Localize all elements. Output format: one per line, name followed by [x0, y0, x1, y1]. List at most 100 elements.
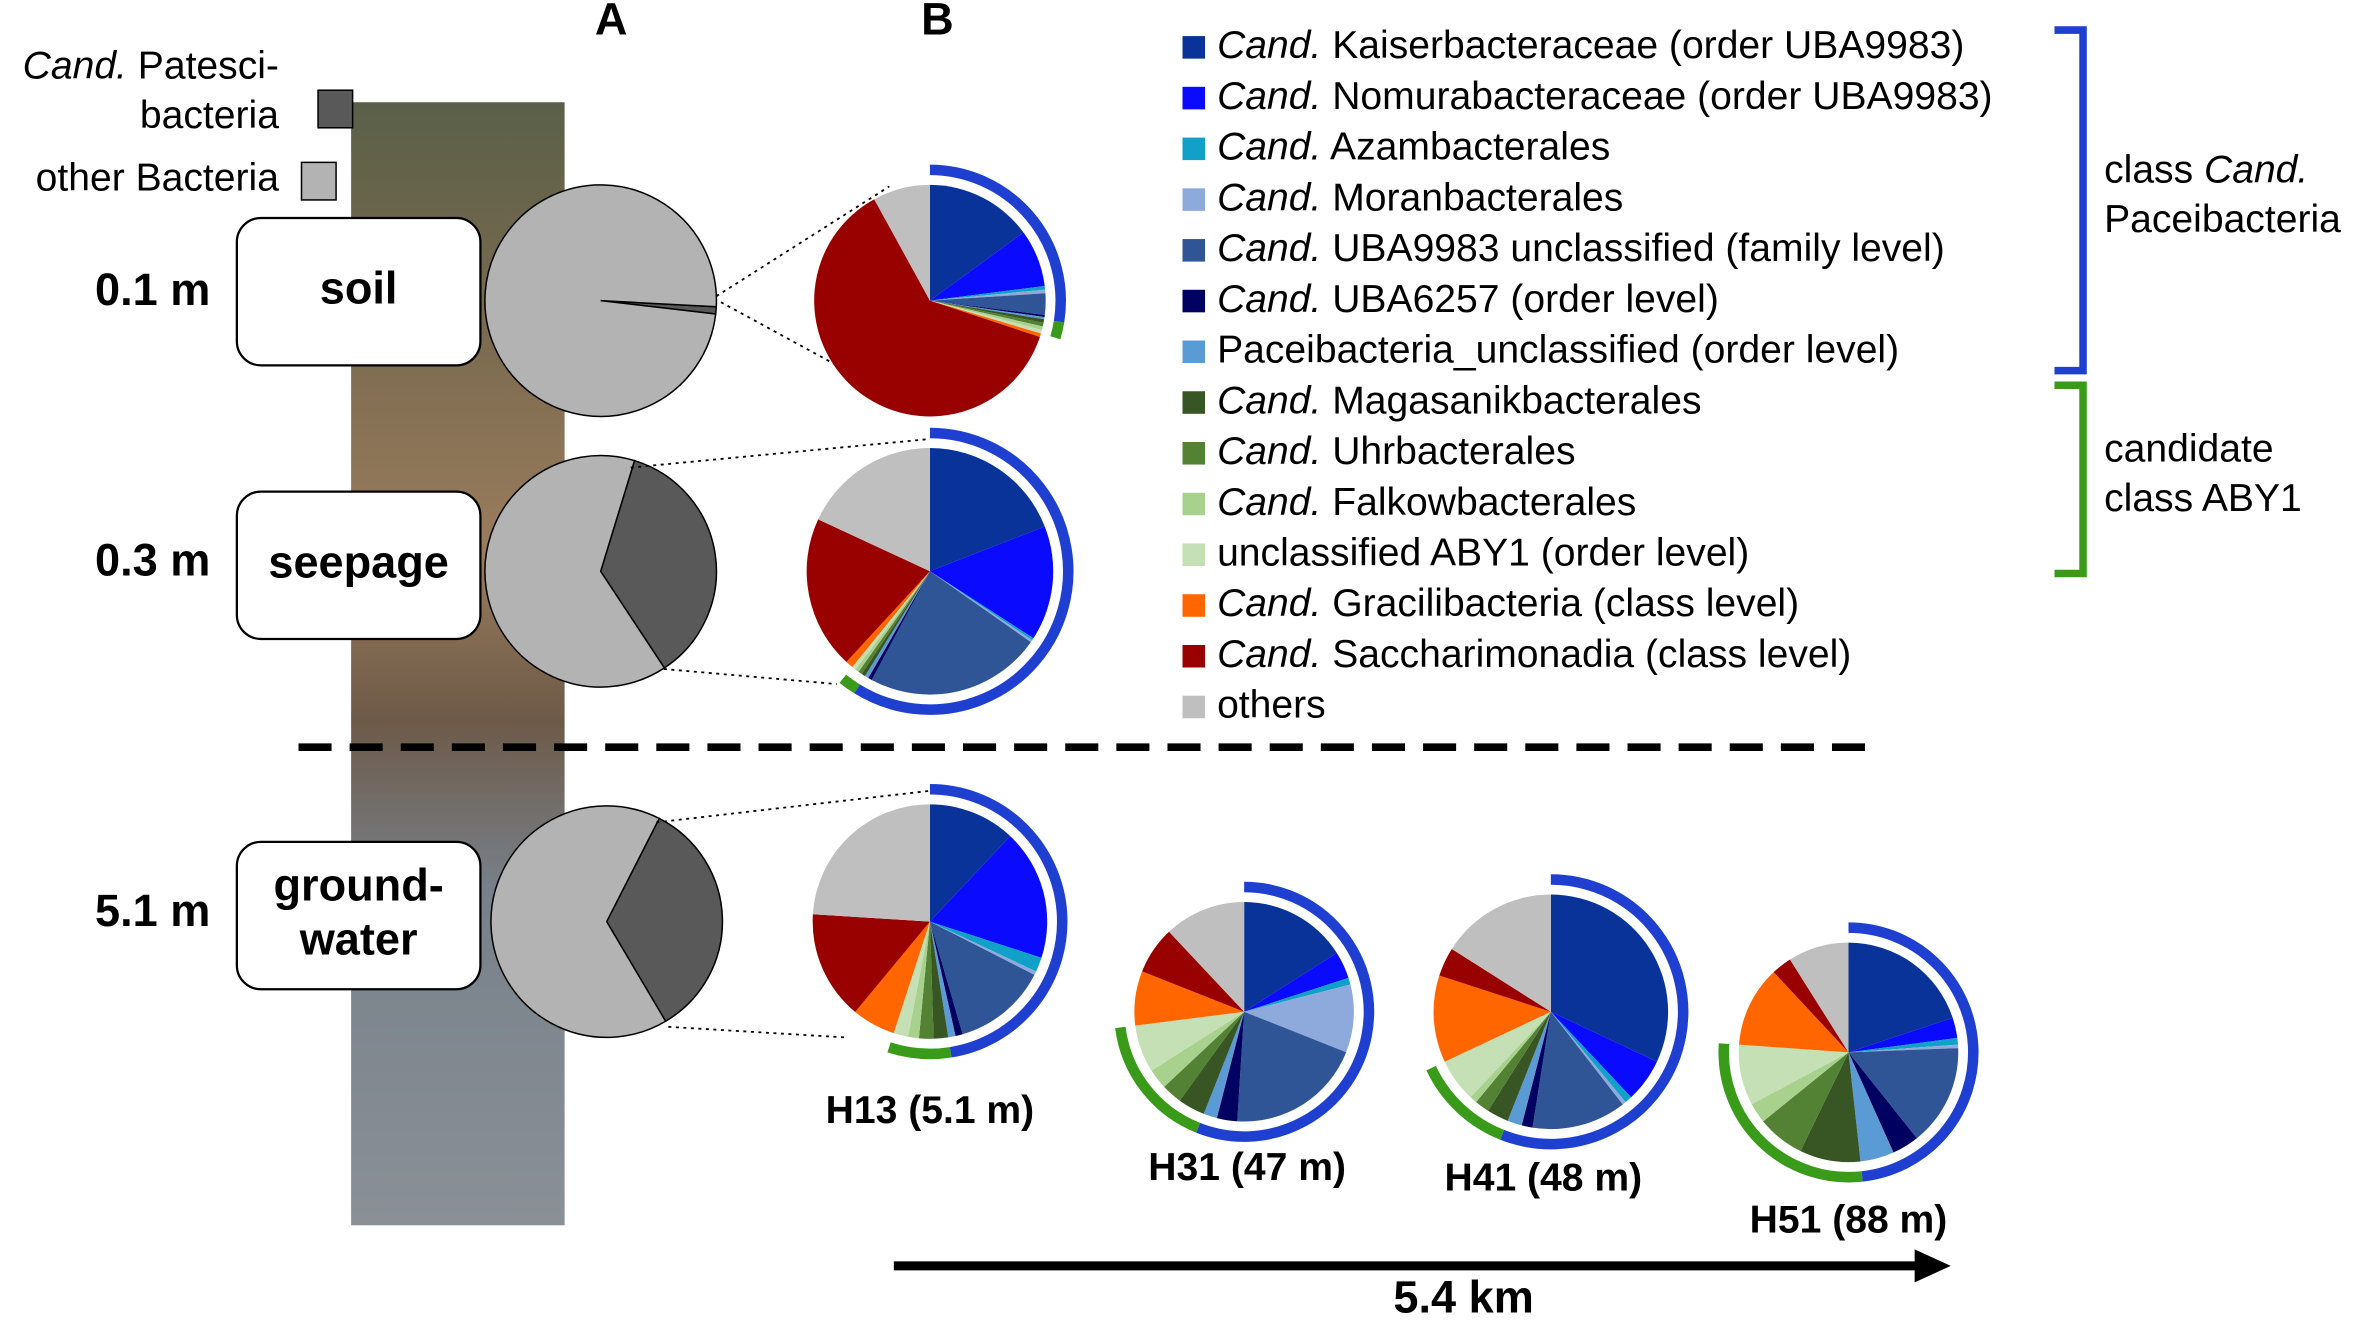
legend-swatch: [317, 89, 354, 129]
legend-label: others: [1217, 684, 1326, 727]
pie-slice: [929, 571, 1034, 641]
pie-slice: [929, 293, 1046, 315]
legend-swatch: [1182, 442, 1206, 465]
legend-swatch: [300, 161, 337, 201]
pie-slice: [868, 571, 930, 680]
zoom-line: [668, 1025, 845, 1039]
pie-slice: [1763, 1052, 1849, 1152]
legend-label: Cand. UBA6257 (order level): [1217, 278, 1719, 321]
group-arc: [1115, 1026, 1201, 1133]
pie-slice: [874, 184, 930, 301]
legend-label: Cand. Uhrbacterales: [1217, 430, 1575, 473]
legend-label: Cand. Magasanikbacterales: [1217, 380, 1701, 423]
habitat-box: [235, 216, 482, 367]
sample-label: H13 (5.1 m): [826, 1089, 1035, 1132]
pie-slice: [1550, 1011, 1632, 1103]
legend-label: Cand. Nomurabacteraceae (order UBA9983): [1217, 75, 1992, 118]
pie-slice: [861, 571, 930, 677]
arrow-head: [1914, 1249, 1951, 1283]
pie-slice: [855, 921, 930, 1034]
pie-slice: [1848, 1052, 1894, 1162]
pie-slice: [1203, 1011, 1245, 1119]
pie-slice: [929, 300, 1043, 330]
pie-slice: [1244, 902, 1337, 1012]
pie-slice: [929, 300, 1045, 323]
group-arc: [1426, 1065, 1505, 1140]
pie-slice: [1439, 948, 1551, 1012]
pie-slice: [852, 571, 930, 670]
habitat-box: [235, 840, 482, 991]
legend-label: Cand. Moranbacterales: [1217, 177, 1623, 220]
distance-label: 5.4 km: [1393, 1271, 1533, 1322]
pie-slice: [1244, 977, 1351, 1012]
group-arc: [1050, 320, 1065, 340]
pie-slice: [1237, 1011, 1347, 1122]
pie-slice: [929, 921, 1037, 975]
pie-slice: [1738, 1044, 1849, 1105]
panel-label: A: [595, 0, 628, 44]
legend-label: Cand. Patesci-bacteria: [23, 45, 280, 138]
depth-label: 0.1 m: [95, 264, 210, 315]
pie-slice: [929, 232, 1045, 301]
group-label: candidate class ABY1: [2104, 428, 2302, 521]
panel-label: B: [921, 0, 954, 44]
habitat-box: [235, 490, 482, 641]
pie-slice: [1169, 902, 1245, 1012]
pie-slice: [1739, 972, 1849, 1053]
legend-label: Cand. UBA9983 unclassified (family level…: [1217, 227, 1945, 270]
pie-slice: [864, 571, 930, 679]
sample-label: H51 (88 m): [1750, 1199, 1948, 1242]
pie-slice: [929, 921, 1035, 1035]
pie-slice: [893, 921, 930, 1037]
pie-slice: [846, 571, 930, 668]
pie-slice: [1848, 1017, 1958, 1053]
pie-slice: [484, 454, 666, 688]
habitat-label: soil: [320, 263, 398, 314]
group-arc: [1848, 922, 1979, 1182]
legend-label: Cand. Azambacterales: [1217, 126, 1610, 169]
pie-slice: [1848, 1037, 1958, 1053]
pie-slice: [490, 805, 667, 1039]
legend-swatch: [1182, 137, 1206, 161]
pie-slice: [858, 571, 930, 674]
pie-slice: [812, 804, 930, 922]
pie-slice: [1444, 1011, 1551, 1098]
legend-swatch: [1182, 86, 1206, 110]
pie-slice: [1179, 1011, 1245, 1114]
pie-slice: [929, 300, 1045, 318]
pie-slice: [1164, 1011, 1245, 1101]
pie-slice: [605, 817, 724, 1023]
pie-slice: [929, 448, 1045, 572]
pie-slice: [1521, 1011, 1551, 1128]
legend-label: Cand. Kaiserbacteraceae (order UBA9983): [1217, 24, 1964, 67]
pie-slice: [929, 571, 1033, 643]
pie-slice: [871, 571, 1031, 695]
pie-slice: [929, 286, 1046, 301]
pie-slice: [1550, 894, 1669, 1062]
legend-label: other Bacteria: [36, 157, 280, 200]
sample-label: H31 (47 m): [1148, 1146, 1346, 1189]
legend-swatch: [1182, 695, 1206, 719]
group-arc: [839, 674, 860, 694]
pie-slice: [1848, 1052, 1917, 1153]
pie-slice: [599, 459, 718, 669]
zoom-line: [630, 438, 931, 469]
pie-slice: [1151, 1011, 1245, 1087]
legend-label: Cand. Falkowbacterales: [1217, 481, 1636, 524]
pie-slice: [929, 921, 963, 1037]
legend-label: Cand. Gracilibacteria (class level): [1217, 583, 1799, 626]
pie-slice: [1550, 1011, 1657, 1098]
group-bracket: [2054, 381, 2087, 578]
depth-label: 5.1 m: [95, 885, 210, 936]
legend-swatch: [1182, 340, 1206, 364]
pie-slice: [929, 921, 949, 1039]
legend-swatch: [1182, 289, 1206, 313]
pie-slice: [1142, 931, 1245, 1012]
legend-label: Cand. Saccharimonadia (class level): [1217, 633, 1851, 676]
pie-slice: [929, 184, 1024, 301]
pie-slice: [1848, 1044, 1959, 1053]
pie-slice: [1451, 894, 1551, 1012]
pie-slice: [814, 199, 1040, 417]
pie-slice: [929, 289, 1046, 301]
pie-slice: [855, 571, 930, 672]
